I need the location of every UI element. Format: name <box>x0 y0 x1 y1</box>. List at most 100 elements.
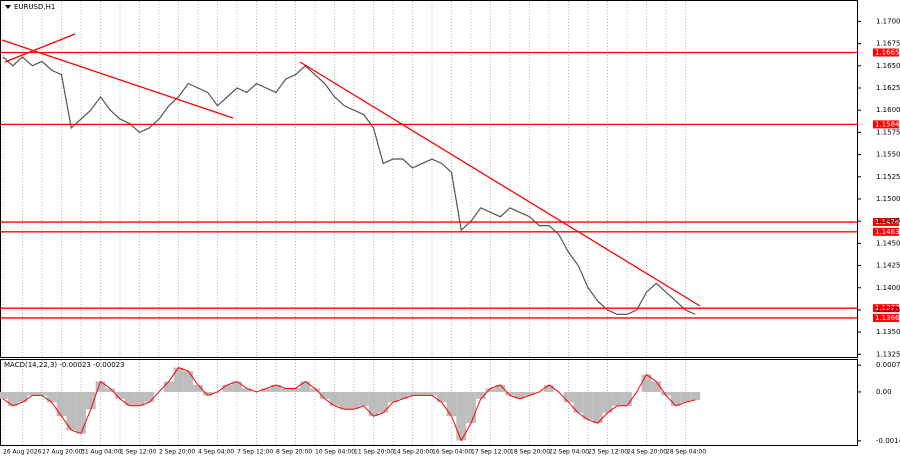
macd-bar <box>173 367 184 392</box>
level-label-bg <box>873 120 899 129</box>
x-tick-label: 23 Sep 12:00 <box>588 449 628 456</box>
level-label-bg <box>873 48 899 57</box>
level-label: 1.1463 <box>875 228 900 236</box>
x-tick-label: 31 Aug 04:00 <box>81 449 122 456</box>
y-tick-label: 1.1550 <box>876 151 900 159</box>
macd-bar <box>202 391 213 396</box>
macd-bar <box>105 388 116 392</box>
macd-bar <box>417 391 428 396</box>
macd-bar <box>124 391 135 406</box>
y-tick-label: 0.00 <box>876 388 892 396</box>
price-line <box>2 56 696 315</box>
macd-bar <box>388 391 398 403</box>
macd-bar <box>56 391 67 417</box>
macd-bar <box>134 391 145 406</box>
macd-bar <box>436 391 447 403</box>
macd-bar <box>339 391 350 410</box>
macd-bar <box>505 391 515 396</box>
macd-bar <box>183 371 194 392</box>
y-tick-label: 1.1575 <box>876 128 900 136</box>
y-tick-label: 1.1600 <box>876 106 900 114</box>
x-tick-label: 7 Sep 12:00 <box>237 449 273 456</box>
macd-bar <box>661 391 671 396</box>
macd-bar <box>163 381 174 392</box>
macd-bar <box>7 391 18 406</box>
level-label: 1.1665 <box>875 48 900 56</box>
x-tick-label: 11 Sep 20:00 <box>354 449 394 456</box>
macd-bar <box>144 391 155 403</box>
y-tick-label: 1.1650 <box>876 62 900 70</box>
macd-bar <box>95 381 106 392</box>
level-label-bg <box>873 227 899 236</box>
y-tick-label: 1.1325 <box>876 350 900 358</box>
level-label-bg <box>873 218 899 227</box>
macd-bar <box>524 391 535 396</box>
macd-bar <box>300 381 311 392</box>
y-tick-label: 1.1350 <box>876 328 900 336</box>
macd-bar <box>641 374 652 392</box>
x-tick-label: 17 Sep 12:00 <box>471 449 511 456</box>
macd-bar <box>446 391 457 417</box>
level-label: 1.1474 <box>875 218 900 226</box>
macd-bar <box>290 388 301 392</box>
macd-bar <box>17 391 28 403</box>
y-tick-label: 1.1625 <box>876 84 900 92</box>
level-label: 1.1584 <box>875 120 900 128</box>
trend-line <box>299 61 701 307</box>
price-panel <box>0 0 858 358</box>
macd-bar <box>456 391 467 441</box>
macd-bar <box>690 391 701 400</box>
macd-bar <box>397 391 408 399</box>
macd-bar <box>514 391 525 399</box>
macd-bar <box>271 384 281 392</box>
macd-bar <box>46 391 57 403</box>
macd-bar <box>115 391 125 399</box>
y-tick-label: 1.1500 <box>876 195 900 203</box>
y-tick-label: 1.1475 <box>876 217 900 225</box>
macd-bar <box>368 391 379 417</box>
y-tick-label: 1.1375 <box>876 306 900 314</box>
macd-bar <box>592 391 603 424</box>
macd-bar <box>37 391 47 396</box>
macd-bar <box>85 391 96 410</box>
menu-icon[interactable] <box>5 5 11 9</box>
level-label: 1.1377 <box>875 304 900 312</box>
x-tick-label: 4 Sep 04:00 <box>198 449 234 456</box>
macd-bar <box>329 391 340 406</box>
macd-bar <box>241 388 252 392</box>
x-tick-label: 14 Sep 20:00 <box>393 449 433 456</box>
macd-bar <box>222 384 233 392</box>
level-label-bg <box>873 313 899 322</box>
x-tick-label: 28 Sep 04:00 <box>666 449 706 456</box>
macd-bar <box>495 384 506 392</box>
x-tick-label: 16 Sep 04:00 <box>432 449 472 456</box>
macd-bar <box>27 391 38 396</box>
macd-bar <box>261 388 272 392</box>
y-tick-label: 1.1675 <box>876 40 900 48</box>
macd-bar <box>485 388 496 392</box>
y-tick-label: 1.1400 <box>876 284 900 292</box>
y-tick-label: 1.1700 <box>876 17 900 25</box>
macd-bar <box>407 391 418 396</box>
chart-title: EURUSD,H1 <box>14 3 55 11</box>
macd-bar <box>651 381 662 392</box>
x-tick-label: 10 Sep 04:00 <box>315 449 355 456</box>
macd-bar <box>232 381 242 392</box>
macd-bar <box>378 391 389 413</box>
x-tick-label: 24 Sep 20:00 <box>627 449 667 456</box>
x-tick-label: 18 Sep 20:00 <box>510 449 550 456</box>
trend-line <box>1 39 234 119</box>
y-tick-label: 1.1450 <box>876 239 900 247</box>
x-tick-label: 2 Sep 20:00 <box>159 449 195 456</box>
x-tick-label: 26 Aug 2026 <box>3 449 42 456</box>
y-tick-label: 0.00077 <box>876 361 900 369</box>
macd-bar <box>563 391 574 403</box>
macd-bar <box>0 391 8 399</box>
macd-bar <box>475 391 486 399</box>
macd-bar <box>349 391 359 410</box>
macd-signal <box>2 367 696 442</box>
x-tick-label: 27 Aug 20:00 <box>42 449 83 456</box>
macd-title: MACD(14,22,3) -0.00023 -0.00023 <box>4 361 125 369</box>
macd-bar <box>670 391 681 406</box>
